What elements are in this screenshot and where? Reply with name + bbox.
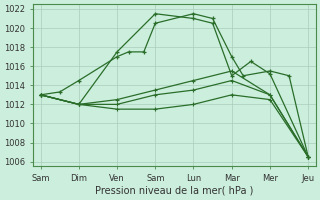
- X-axis label: Pression niveau de la mer( hPa ): Pression niveau de la mer( hPa ): [95, 186, 253, 196]
